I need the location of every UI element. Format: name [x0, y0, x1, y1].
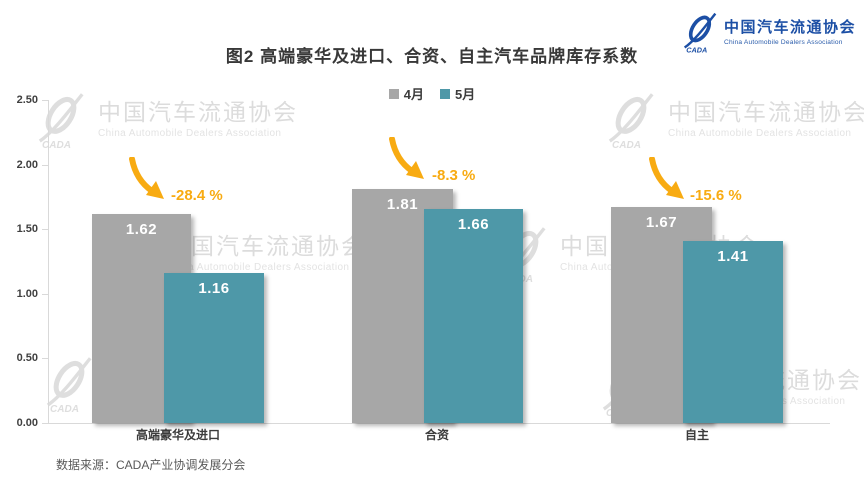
bar-value-label: 1.16 [198, 280, 230, 297]
x-axis-line [48, 423, 830, 424]
cada-logo: CADA 中国汽车流通协会 China Automobile Dealers A… [682, 12, 856, 54]
category-label-joint-venture: 合资 [424, 428, 449, 442]
logo-name-en: China Automobile Dealers Association [723, 38, 843, 46]
y-tick-label: 1.00 [16, 288, 38, 300]
y-tick-label: 2.50 [16, 94, 38, 106]
legend-swatch-may [440, 88, 450, 99]
bar-value-label: 1.81 [386, 196, 419, 213]
y-tick [42, 358, 48, 359]
svg-text:CADA: CADA [50, 404, 79, 414]
y-tick [42, 423, 48, 424]
decline-arrow-icon [649, 157, 684, 199]
watermark-en: China Automobile Dealers Association [668, 128, 852, 140]
logo-name-cn: 中国汽车流通协会 [723, 20, 856, 37]
cada-logo-icon: CADA [683, 12, 717, 54]
cada-watermark-icon: CADA [46, 357, 92, 414]
decline-arrow-icon [129, 157, 164, 199]
watermark-cn: 中国汽车流通协会 [166, 234, 366, 259]
watermark-cn: 中国汽车流通协会 [668, 100, 864, 125]
legend-label-april: 4月 [403, 87, 424, 102]
svg-text:CADA: CADA [686, 45, 707, 54]
watermark-cn: 中国汽车流通协会 [98, 100, 298, 125]
watermark-en: China Automobile Dealers Association [166, 262, 350, 274]
percent-change-label: -8.3 % [432, 167, 476, 184]
legend-item-april: 4月 [388, 84, 424, 103]
y-tick-label: 0.00 [16, 417, 38, 429]
legend-item-may: 5月 [440, 84, 475, 103]
bar-value-label: 1.62 [125, 221, 158, 238]
y-tick-label: 1.50 [16, 223, 38, 235]
legend: 4月 5月 [0, 84, 864, 103]
category-label-domestic: 自主 [684, 428, 709, 442]
y-tick [42, 165, 48, 166]
percent-change-label: -28.4 % [171, 187, 223, 204]
bar-may-luxury-import: 1.16 [164, 273, 264, 423]
bar-value-label: 1.66 [457, 216, 490, 233]
watermark-en: China Automobile Dealers Association [98, 128, 282, 140]
bar-may-joint-venture: 1.66 [424, 209, 523, 423]
legend-swatch-april [388, 88, 399, 99]
decline-arrow-icon [389, 137, 424, 179]
percent-change-label: -15.6 % [690, 187, 742, 204]
y-tick [42, 229, 48, 230]
y-tick [42, 100, 48, 101]
y-tick-label: 0.50 [16, 352, 38, 364]
svg-text:CADA: CADA [42, 140, 71, 150]
y-tick-label: 2.00 [16, 159, 38, 171]
bar-value-label: 1.41 [717, 248, 749, 265]
data-source-note: 数据来源：CADA产业协调发展分会 [56, 458, 246, 472]
bar-may-domestic: 1.41 [683, 241, 783, 423]
bar-value-label: 1.67 [645, 214, 678, 231]
y-axis-line [48, 100, 49, 423]
y-tick [42, 294, 48, 295]
category-label-luxury-import: 高端豪华及进口 [135, 428, 220, 442]
chart-title: 图2 高端豪华及进口、合资、自主汽车品牌库存系数 [225, 47, 639, 66]
legend-label-may: 5月 [455, 87, 476, 102]
svg-text:CADA: CADA [612, 140, 641, 150]
